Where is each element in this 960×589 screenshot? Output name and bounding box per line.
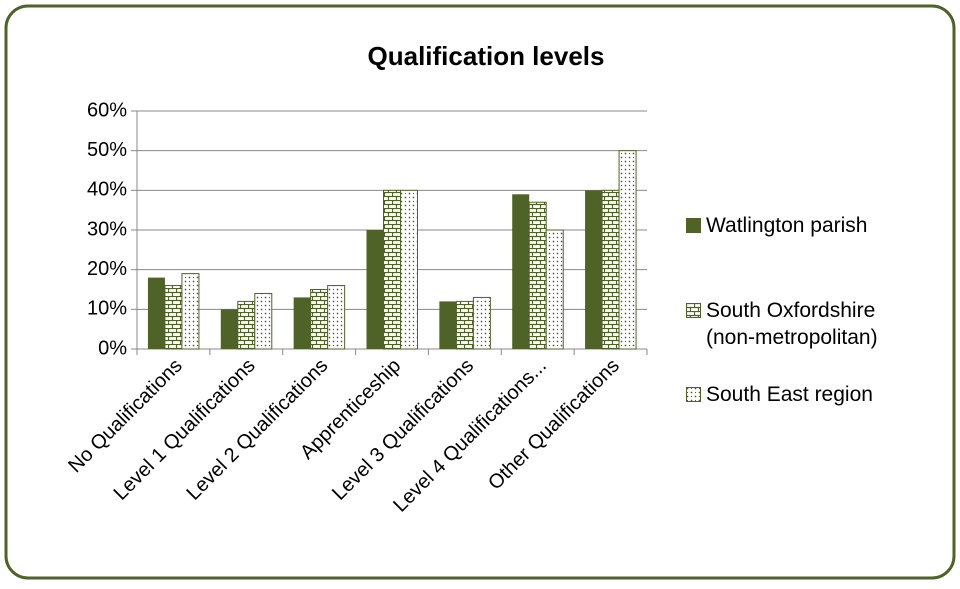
legend-item: Watlington parish <box>686 212 948 239</box>
bar <box>528 201 547 350</box>
bar <box>327 285 346 350</box>
bar <box>472 296 491 350</box>
bar <box>237 300 256 350</box>
y-tick-label: 0% <box>98 337 127 359</box>
bar <box>164 285 183 350</box>
bar <box>293 297 311 349</box>
legend-label: South Oxfordshire (non-metropolitan) <box>706 299 878 349</box>
legend-swatch <box>686 387 701 402</box>
y-tick-label: 50% <box>87 139 127 161</box>
y-tick-label: 30% <box>87 218 127 240</box>
bar <box>455 300 474 350</box>
bar <box>254 292 273 350</box>
bar <box>601 189 620 350</box>
legend-swatch <box>686 218 701 233</box>
bar <box>181 273 200 350</box>
y-tick-label: 40% <box>87 179 127 201</box>
chart-frame <box>4 4 956 580</box>
legend-item: South East region <box>686 381 948 408</box>
bar <box>310 289 329 350</box>
chart-title: Qualification levels <box>368 41 605 71</box>
y-tick-label: 10% <box>87 298 127 320</box>
legend-label: South East region <box>706 383 873 406</box>
bar <box>618 150 637 350</box>
legend-swatch <box>686 303 701 318</box>
legend: Watlington parish South Oxfordshire (non-… <box>686 212 948 408</box>
legend-item: South Oxfordshire (non-metropolitan) <box>686 297 948 351</box>
bar <box>366 230 384 349</box>
y-tick-label: 60% <box>87 99 127 121</box>
bar <box>585 190 603 349</box>
bar <box>512 194 530 349</box>
legend-label: Watlington parish <box>706 214 868 237</box>
bar <box>439 301 457 349</box>
y-tick-label: 20% <box>87 258 127 280</box>
bar <box>147 277 165 349</box>
bar <box>383 189 401 350</box>
bar <box>400 189 418 350</box>
bar <box>220 309 238 349</box>
bar <box>545 229 564 350</box>
